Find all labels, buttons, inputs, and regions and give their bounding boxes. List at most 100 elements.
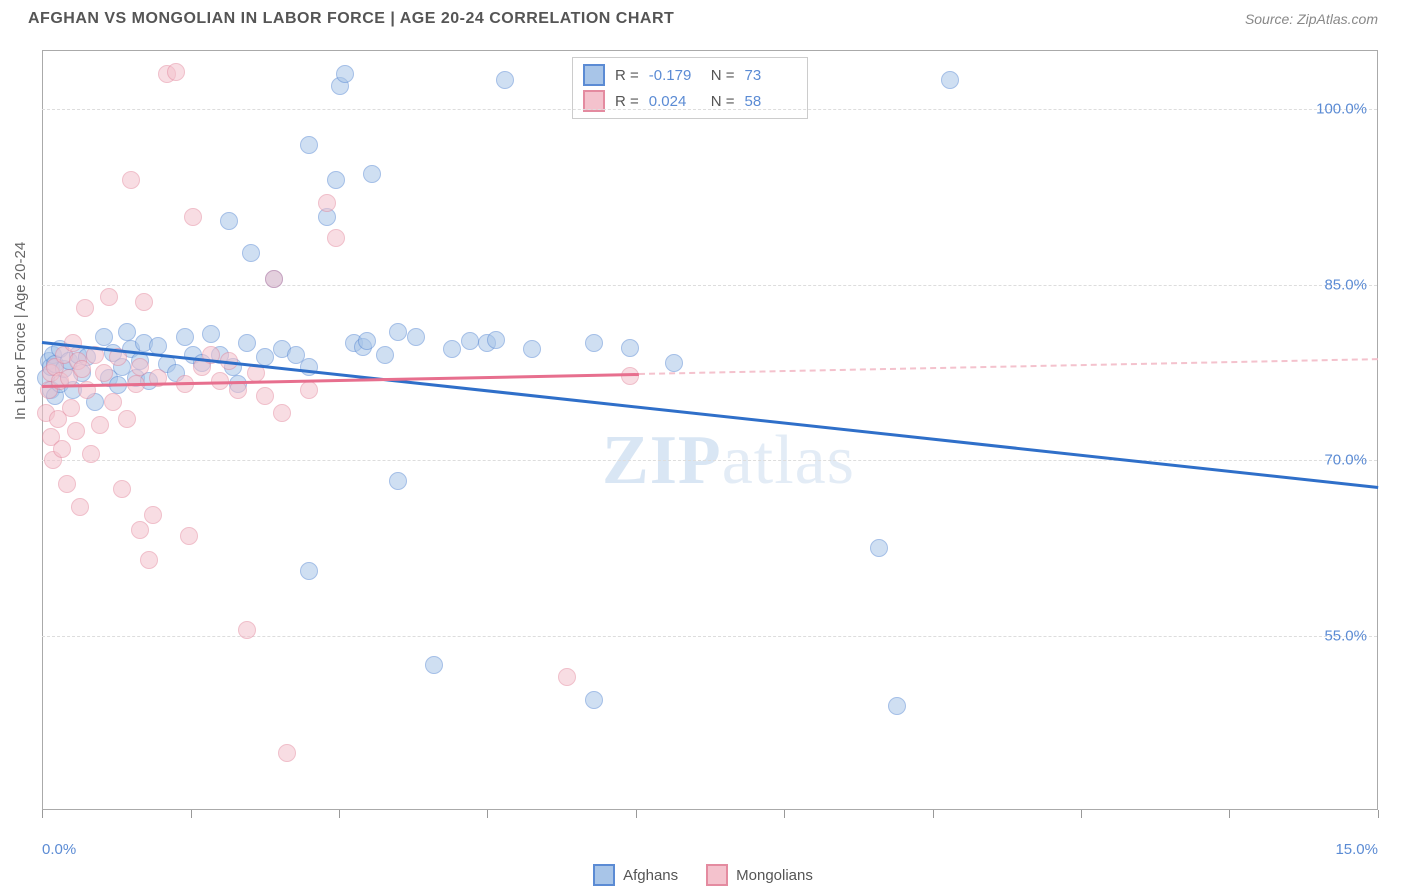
series-legend: Afghans Mongolians: [0, 864, 1406, 886]
data-point: [100, 288, 118, 306]
data-point: [327, 229, 345, 247]
data-point: [300, 136, 318, 154]
data-point: [53, 440, 71, 458]
x-tick: [487, 810, 488, 818]
legend-item: Afghans: [593, 864, 678, 886]
data-point: [273, 404, 291, 422]
r-value: -0.179: [649, 67, 701, 84]
source-attribution: Source: ZipAtlas.com: [1245, 11, 1378, 27]
legend-label: Afghans: [623, 867, 678, 884]
y-tick-label: 55.0%: [1324, 627, 1367, 644]
data-point: [62, 399, 80, 417]
data-point: [220, 212, 238, 230]
data-point: [122, 171, 140, 189]
gridline: [42, 109, 1377, 110]
data-point: [278, 744, 296, 762]
data-point: [118, 323, 136, 341]
y-tick-label: 100.0%: [1316, 101, 1367, 118]
legend-item: Mongolians: [706, 864, 813, 886]
legend-swatch: [706, 864, 728, 886]
data-point: [327, 171, 345, 189]
data-point: [318, 194, 336, 212]
legend-swatch: [593, 864, 615, 886]
x-tick: [784, 810, 785, 818]
r-value: 0.024: [649, 93, 701, 110]
data-point: [176, 328, 194, 346]
data-point: [585, 691, 603, 709]
data-point: [202, 325, 220, 343]
data-point: [144, 506, 162, 524]
data-point: [256, 387, 274, 405]
data-point: [131, 358, 149, 376]
data-point: [131, 521, 149, 539]
y-tick-label: 85.0%: [1324, 276, 1367, 293]
data-point: [104, 393, 122, 411]
trend-line: [639, 358, 1378, 375]
data-point: [73, 360, 91, 378]
data-point: [300, 562, 318, 580]
data-point: [242, 244, 260, 262]
data-point: [941, 71, 959, 89]
correlation-row: R = -0.179 N = 73: [583, 62, 797, 88]
data-point: [523, 340, 541, 358]
data-point: [376, 346, 394, 364]
x-tick: [1378, 810, 1379, 818]
data-point: [71, 498, 89, 516]
chart-header: AFGHAN VS MONGOLIAN IN LABOR FORCE | AGE…: [0, 0, 1406, 42]
data-point: [487, 331, 505, 349]
y-tick-label: 70.0%: [1324, 452, 1367, 469]
data-point: [135, 293, 153, 311]
data-point: [67, 422, 85, 440]
data-point: [91, 416, 109, 434]
data-point: [118, 410, 136, 428]
n-label: N =: [711, 93, 735, 110]
x-tick: [339, 810, 340, 818]
data-point: [238, 621, 256, 639]
n-label: N =: [711, 67, 735, 84]
data-point: [461, 332, 479, 350]
data-point: [167, 63, 185, 81]
data-point: [113, 480, 131, 498]
data-point: [180, 527, 198, 545]
data-point: [425, 656, 443, 674]
data-point: [300, 381, 318, 399]
data-point: [238, 334, 256, 352]
r-label: R =: [615, 93, 639, 110]
data-point: [82, 445, 100, 463]
data-point: [407, 328, 425, 346]
data-point: [184, 208, 202, 226]
n-value: 58: [745, 93, 797, 110]
x-axis-min-label: 0.0%: [42, 841, 76, 858]
data-point: [496, 71, 514, 89]
data-point: [95, 364, 113, 382]
data-point: [336, 65, 354, 83]
gridline: [42, 460, 1377, 461]
x-tick: [1229, 810, 1230, 818]
legend-swatch: [583, 64, 605, 86]
data-point: [358, 332, 376, 350]
data-point: [58, 475, 76, 493]
gridline: [42, 285, 1377, 286]
x-axis-max-label: 15.0%: [1335, 841, 1378, 858]
chart-title: AFGHAN VS MONGOLIAN IN LABOR FORCE | AGE…: [28, 10, 674, 28]
x-tick: [933, 810, 934, 818]
x-tick: [636, 810, 637, 818]
scatter-chart: ZIPatlas R =-0.179N =73R =0.024N =58 100…: [42, 50, 1378, 810]
n-value: 73: [745, 67, 797, 84]
data-point: [585, 334, 603, 352]
data-point: [665, 354, 683, 372]
x-tick: [191, 810, 192, 818]
data-point: [558, 668, 576, 686]
data-point: [76, 299, 94, 317]
data-point: [621, 339, 639, 357]
data-point: [389, 323, 407, 341]
data-point: [265, 270, 283, 288]
data-point: [389, 472, 407, 490]
legend-label: Mongolians: [736, 867, 813, 884]
data-point: [363, 165, 381, 183]
x-tick: [1081, 810, 1082, 818]
data-point: [888, 697, 906, 715]
r-label: R =: [615, 67, 639, 84]
data-point: [140, 551, 158, 569]
data-point: [443, 340, 461, 358]
